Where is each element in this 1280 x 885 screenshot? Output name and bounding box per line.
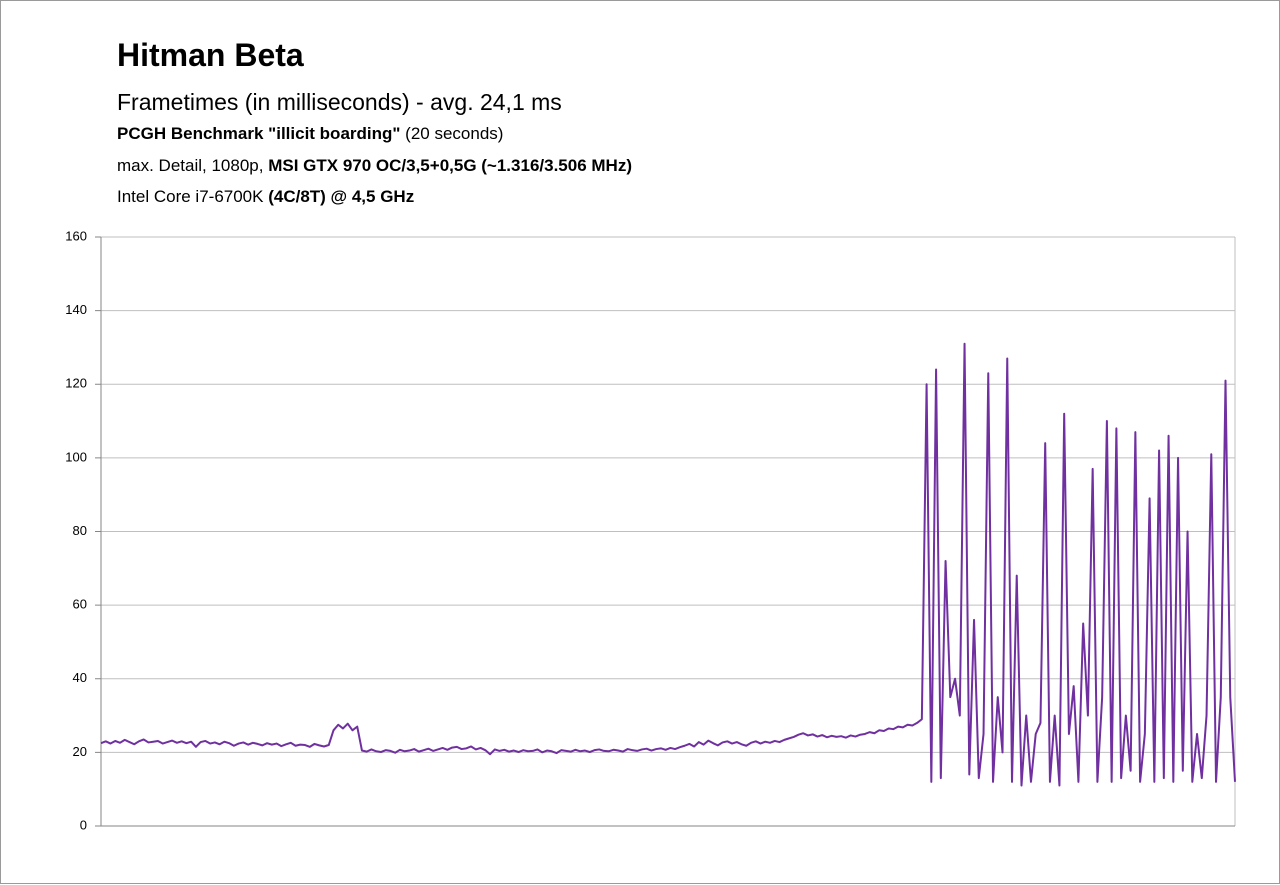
y-tick-label: 100 — [65, 449, 87, 464]
info-line: max. Detail, 1080p, MSI GTX 970 OC/3,5+0… — [117, 156, 632, 176]
info-text: PCGH Benchmark "illicit boarding" — [117, 124, 401, 143]
info-text: Intel Core i7-6700K — [117, 187, 269, 206]
data-line — [100, 342, 1236, 787]
chart-subtitle: Frametimes (in milliseconds) - avg. 24,1… — [117, 89, 562, 115]
y-tick-label: 0 — [80, 817, 87, 832]
y-tick-label: 160 — [65, 228, 87, 243]
info-line: Intel Core i7-6700K (4C/8T) @ 4,5 GHz — [117, 187, 414, 207]
chart-title: Hitman Beta — [117, 37, 304, 73]
y-tick-label: 40 — [73, 670, 87, 685]
info-line: PCGH Benchmark "illicit boarding" (20 se… — [117, 124, 503, 144]
y-tick-label: 80 — [73, 523, 87, 538]
y-tick-label: 20 — [73, 744, 87, 759]
info-text: max. Detail, 1080p, — [117, 156, 269, 175]
info-text: MSI GTX 970 OC/3,5+0,5G (~1.316/3.506 MH… — [268, 156, 632, 175]
y-tick-label: 60 — [73, 597, 87, 612]
info-text: (20 seconds) — [400, 124, 504, 143]
y-tick-label: 120 — [65, 376, 87, 391]
y-tick-label: 140 — [65, 302, 87, 317]
info-text: (4C/8T) @ 4,5 GHz — [268, 187, 415, 206]
